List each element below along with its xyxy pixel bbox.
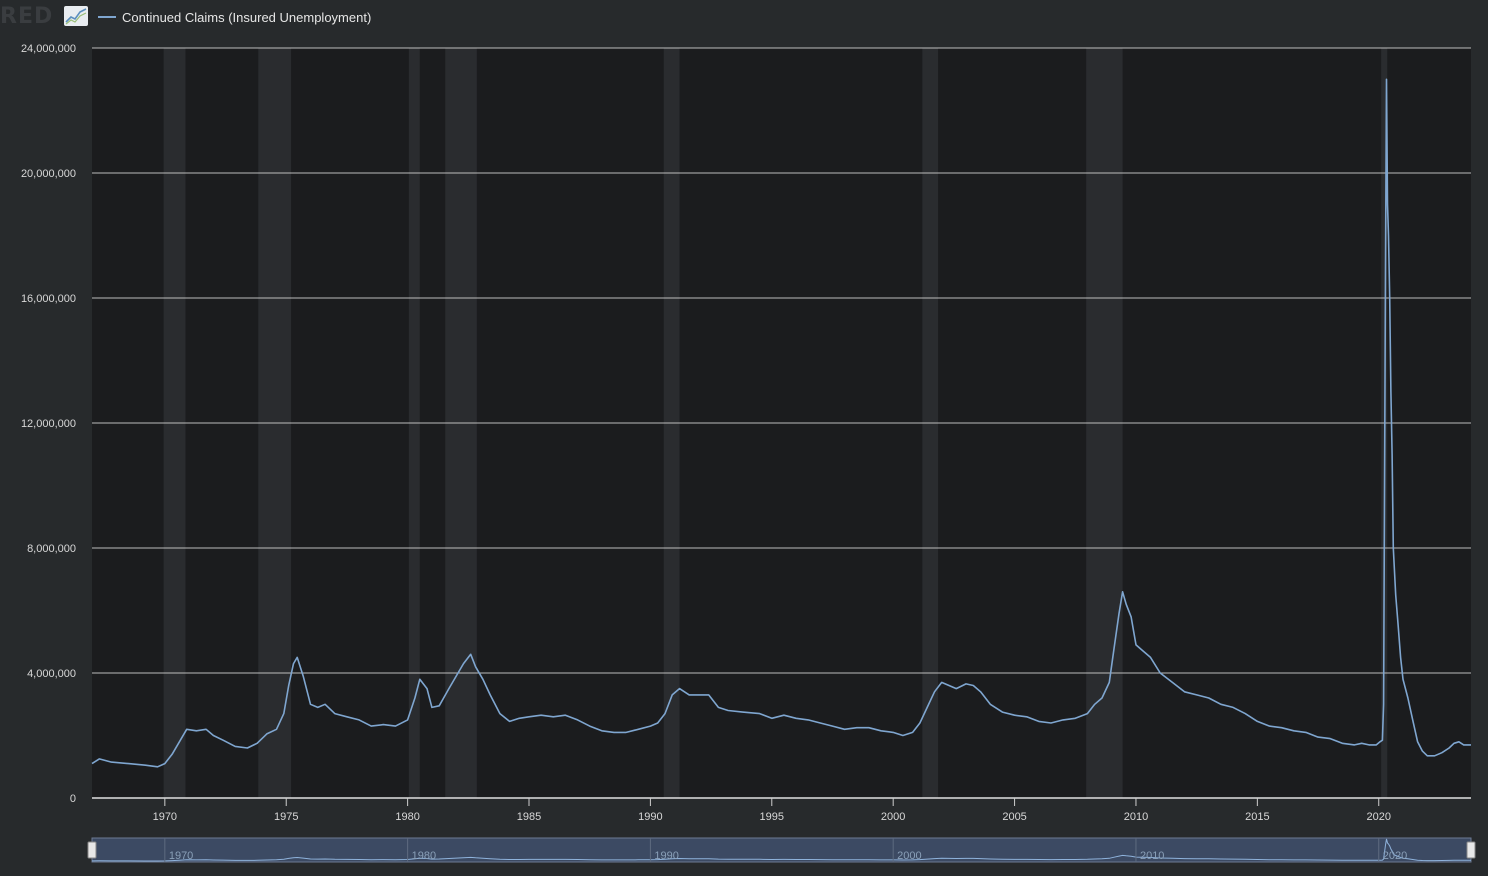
y-tick-label: 0 bbox=[70, 793, 76, 805]
x-tick-label: 2005 bbox=[1002, 811, 1026, 823]
x-tick-label: 2010 bbox=[1124, 811, 1148, 823]
navigator-series-line bbox=[91, 838, 1471, 862]
legend-swatch bbox=[98, 16, 116, 18]
navigator-tick-label: 2010 bbox=[1140, 850, 1164, 862]
y-tick-label: 24,000,000 bbox=[21, 43, 76, 55]
x-tick-label: 1990 bbox=[638, 811, 662, 823]
fred-logo: RED bbox=[0, 4, 54, 29]
y-tick-label: 16,000,000 bbox=[21, 293, 76, 305]
x-tick-label: 2000 bbox=[881, 811, 905, 823]
series-line bbox=[91, 78, 1471, 768]
navigator: 1970 1980 1990 2000 2010 2020 bbox=[87, 837, 1476, 863]
navigator-handle-right[interactable] bbox=[1466, 841, 1476, 859]
line-chart-icon[interactable] bbox=[64, 6, 88, 26]
navigator-tick-label: 2000 bbox=[897, 850, 921, 862]
navigator-handle-left[interactable] bbox=[87, 841, 97, 859]
navigator-window[interactable] bbox=[91, 837, 1472, 863]
y-tick-label: 4,000,000 bbox=[27, 668, 76, 680]
navigator-tick-label: 1980 bbox=[412, 850, 436, 862]
legend-item[interactable]: Continued Claims (Insured Unemployment) bbox=[98, 8, 371, 26]
x-tick-label: 2015 bbox=[1245, 811, 1269, 823]
x-tick-label: 1995 bbox=[760, 811, 784, 823]
series-layer bbox=[91, 78, 1471, 768]
gridlines bbox=[92, 47, 1471, 799]
x-tick-label: 1985 bbox=[517, 811, 541, 823]
x-tick-label: 1970 bbox=[153, 811, 177, 823]
y-tick-label: 20,000,000 bbox=[21, 168, 76, 180]
navigator-tick-label: 1970 bbox=[169, 850, 193, 862]
x-tick-label: 2020 bbox=[1367, 811, 1391, 823]
x-axis: 1970 1975 1980 1985 1990 1995 2000 2005 2010 2015… bbox=[153, 798, 1391, 823]
x-tick-label: 1980 bbox=[395, 811, 419, 823]
legend-label: Continued Claims (Insured Unemployment) bbox=[122, 9, 372, 25]
navigator-tick-label: 2020 bbox=[1383, 850, 1407, 862]
navigator-tick-label: 1990 bbox=[654, 850, 678, 862]
x-tick-label: 1975 bbox=[274, 811, 298, 823]
y-tick-label: 8,000,000 bbox=[27, 543, 76, 555]
y-axis: 0 4,000,000 8,000,000 12,000,000 16,000,000 2… bbox=[21, 43, 76, 805]
y-tick-label: 12,000,000 bbox=[21, 418, 76, 430]
